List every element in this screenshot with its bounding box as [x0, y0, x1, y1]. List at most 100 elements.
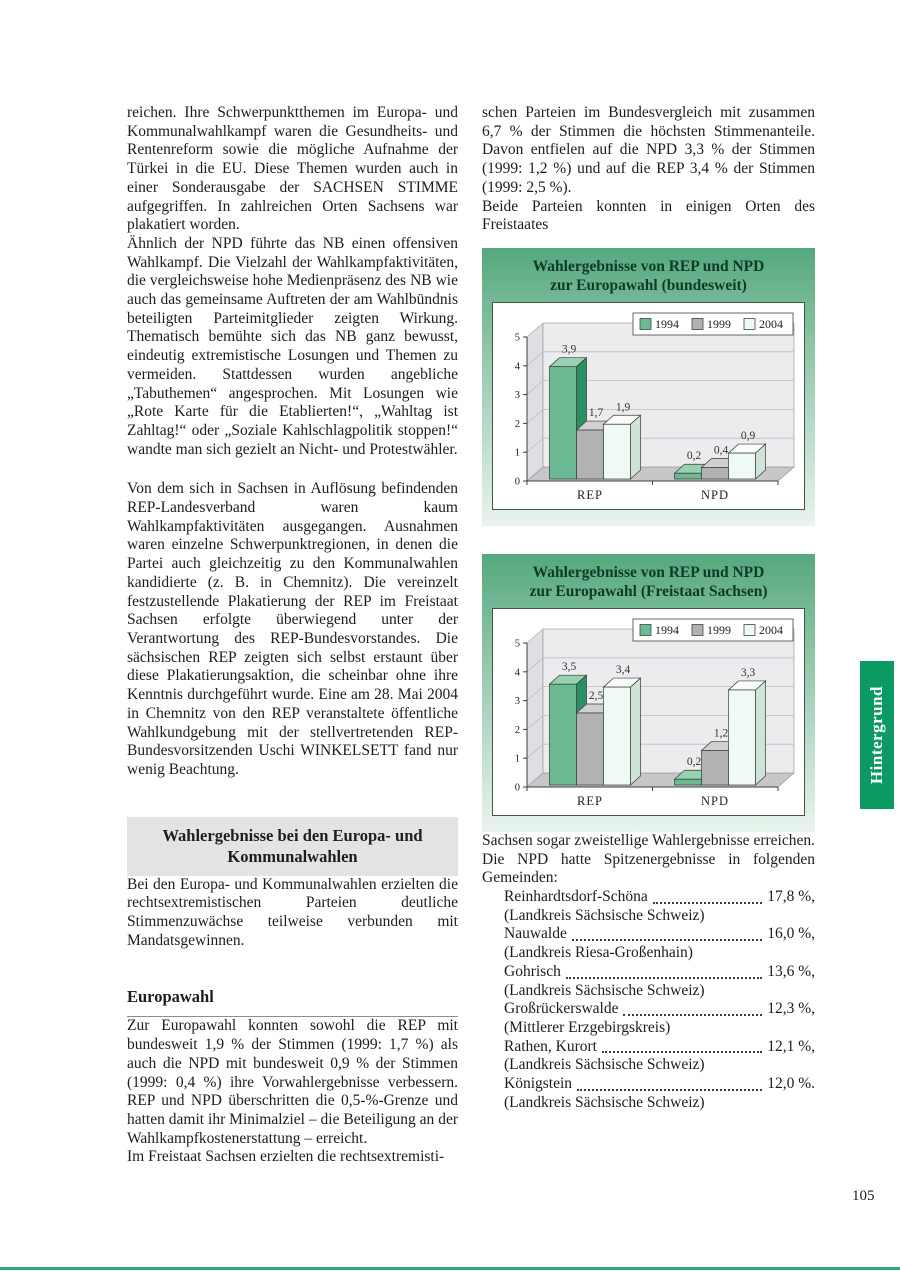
- margin-tab-hintergrund: Hintergrund: [860, 661, 894, 809]
- grid-line: [526, 380, 544, 395]
- bar-value-label: 3,4: [616, 664, 631, 676]
- gemeinde-district: (Landkreis Sächsische Schweiz): [504, 906, 705, 924]
- gemeinde-district: (Mittlerer Erzgebirgskreis): [504, 1018, 671, 1036]
- dot-leader: [623, 1000, 763, 1016]
- bar-side: [630, 414, 641, 480]
- list-item: Großrückerswalde 12,3 %, (Mittlerer Erzge…: [504, 1000, 815, 1037]
- bar-chart-3d: 0 1 2 3 4 5 3,9 1,7 1,9 REP 0,2 0,4 0,9 NPD 1994 1999 20…: [515, 312, 795, 502]
- y-tick-label: 3: [515, 390, 520, 401]
- dot-leader: [652, 888, 763, 904]
- section-heading: Wahlergebnisse bei den Europa- und Kommu…: [127, 816, 458, 876]
- gemeinde-value: 12,3 %,: [767, 1000, 815, 1018]
- bar-value-label: 0,2: [687, 450, 702, 462]
- grid-line: [526, 351, 544, 367]
- bar-value-label: 1,2: [714, 727, 729, 739]
- left-wall: [526, 322, 544, 482]
- gemeinde-district: (Landkreis Riesa-Großenhain): [504, 944, 693, 962]
- bar-value-label: 1,9: [616, 401, 631, 413]
- footer-rule: [0, 1267, 900, 1270]
- bar-value-label: 2,5: [589, 690, 604, 702]
- gemeinde-value: 16,0 %,: [767, 925, 815, 943]
- bar-front: [603, 686, 631, 786]
- paragraph: Zur Europawahl konnten sowohl die REP mi…: [127, 1017, 458, 1147]
- y-tick-label: 2: [515, 725, 520, 736]
- bar-value-label: 3,5: [562, 661, 577, 673]
- chart-title: Wahlergebnisse von REP und NPD zur Europ…: [482, 248, 815, 295]
- gemeinde-district: (Landkreis Sächsische Schweiz): [504, 1093, 705, 1111]
- bar-front: [701, 750, 729, 786]
- chart-europawahl-sachsen: Wahlergebnisse von REP und NPD zur Europ…: [482, 553, 815, 832]
- chart-title-line2: zur Europawahl (bundesweit): [550, 276, 747, 294]
- subsection-heading: Europawahl: [127, 987, 458, 1018]
- bar-value-label: 0,9: [741, 430, 756, 442]
- legend-swatch: [691, 624, 704, 636]
- bar-front: [549, 683, 577, 786]
- legend-swatch: [639, 624, 652, 636]
- gemeinde-name: Königstein: [504, 1075, 573, 1093]
- grid-line: [526, 322, 544, 338]
- bar-value-label: 0,4: [714, 444, 729, 456]
- paragraph: Ähnlich der NPD führte das NB einen offe…: [127, 234, 458, 458]
- y-tick-label: 1: [515, 448, 520, 459]
- right-text-column: schen Parteien im Bundesvergleich mit zu…: [482, 104, 815, 1112]
- gemeinde-district: (Landkreis Sächsische Schweiz): [504, 1056, 705, 1074]
- bar-front: [549, 366, 577, 480]
- paragraph: schen Parteien im Bundesvergleich mit zu…: [482, 104, 815, 196]
- y-tick-label: 2: [515, 419, 520, 430]
- page-number: 105: [852, 1188, 875, 1204]
- bar-front: [728, 689, 756, 786]
- y-tick-label: 5: [515, 638, 520, 649]
- bar-value-label: 3,9: [562, 344, 577, 356]
- category-label: NPD: [701, 488, 729, 502]
- y-tick-label: 5: [515, 332, 520, 343]
- gemeinde-value: 12,1 %,: [767, 1037, 815, 1055]
- bar-front: [674, 472, 702, 480]
- bar-front: [701, 467, 729, 480]
- bar-side: [630, 677, 641, 786]
- paragraph: Sachsen sogar zweistellige Wahlergebniss…: [482, 831, 815, 887]
- bar-front: [603, 423, 631, 480]
- y-tick-label: 0: [515, 782, 520, 793]
- chart-title-line2: zur Europawahl (Freistaat Sachsen): [529, 582, 768, 600]
- gemeinde-value: 12,0 %.: [767, 1075, 815, 1093]
- y-tick-label: 4: [515, 361, 521, 372]
- list-item: Gohrisch 13,6 %, (Landkreis Sächsische Sc…: [504, 963, 815, 1000]
- dot-leader: [601, 1038, 763, 1054]
- grid-line: [526, 409, 544, 424]
- paragraph: Im Freistaat Sachsen erzielten die recht…: [127, 1148, 445, 1166]
- grid-line: [526, 715, 544, 730]
- grid-line: [526, 657, 544, 673]
- list-item: Königstein 12,0 %. (Landkreis Sächsische …: [504, 1075, 815, 1112]
- left-text-column: reichen. Ihre Schwerpunktthemen im Europ…: [127, 104, 458, 1167]
- grid-line: [526, 628, 544, 644]
- category-label: REP: [577, 488, 603, 502]
- legend-swatch: [639, 318, 652, 330]
- gemeinde-value: 13,6 %,: [767, 962, 815, 980]
- y-tick-label: 4: [515, 667, 521, 678]
- grid-line: [526, 686, 544, 701]
- bar-value-label: 1,7: [589, 407, 604, 419]
- bar-front: [576, 712, 604, 786]
- chart-title: Wahlergebnisse von REP und NPD zur Europ…: [482, 554, 815, 601]
- gemeinden-list: Reinhardtsdorf-Schöna 17,8 %, (Landkreis …: [482, 888, 815, 1112]
- bar-value-label: 3,3: [741, 667, 756, 679]
- legend-label: 2004: [759, 317, 783, 331]
- legend-swatch: [743, 318, 756, 330]
- gemeinde-name: Gohrisch: [504, 962, 561, 980]
- list-item: Rathen, Kurort 12,1 %, (Landkreis Sächsis…: [504, 1038, 815, 1075]
- bar-side: [755, 680, 766, 786]
- chart-plot-panel: 0 1 2 3 4 5 3,5 2,5 3,4 REP 0,2 1,2 3,3 NPD 1994 1999 20…: [492, 607, 805, 816]
- gemeinde-name: Rathen, Kurort: [504, 1037, 597, 1055]
- legend-label: 1999: [707, 623, 731, 637]
- y-tick-label: 0: [515, 476, 520, 487]
- legend-label: 1999: [707, 317, 731, 331]
- chart-title-line1: Wahlergebnisse von REP und NPD: [532, 257, 765, 275]
- legend-label: 1994: [655, 317, 679, 331]
- grid-line: [526, 743, 544, 759]
- bar-front: [728, 452, 756, 480]
- paragraph: Beide Parteien konnten in einigen Orten …: [482, 197, 815, 234]
- bar-value-label: 0,2: [687, 756, 702, 768]
- grid-line: [526, 437, 544, 453]
- chart-europawahl-bundesweit: Wahlergebnisse von REP und NPD zur Europ…: [482, 247, 815, 526]
- paragraph: Von dem sich in Sachsen in Auflösung bef…: [127, 480, 458, 778]
